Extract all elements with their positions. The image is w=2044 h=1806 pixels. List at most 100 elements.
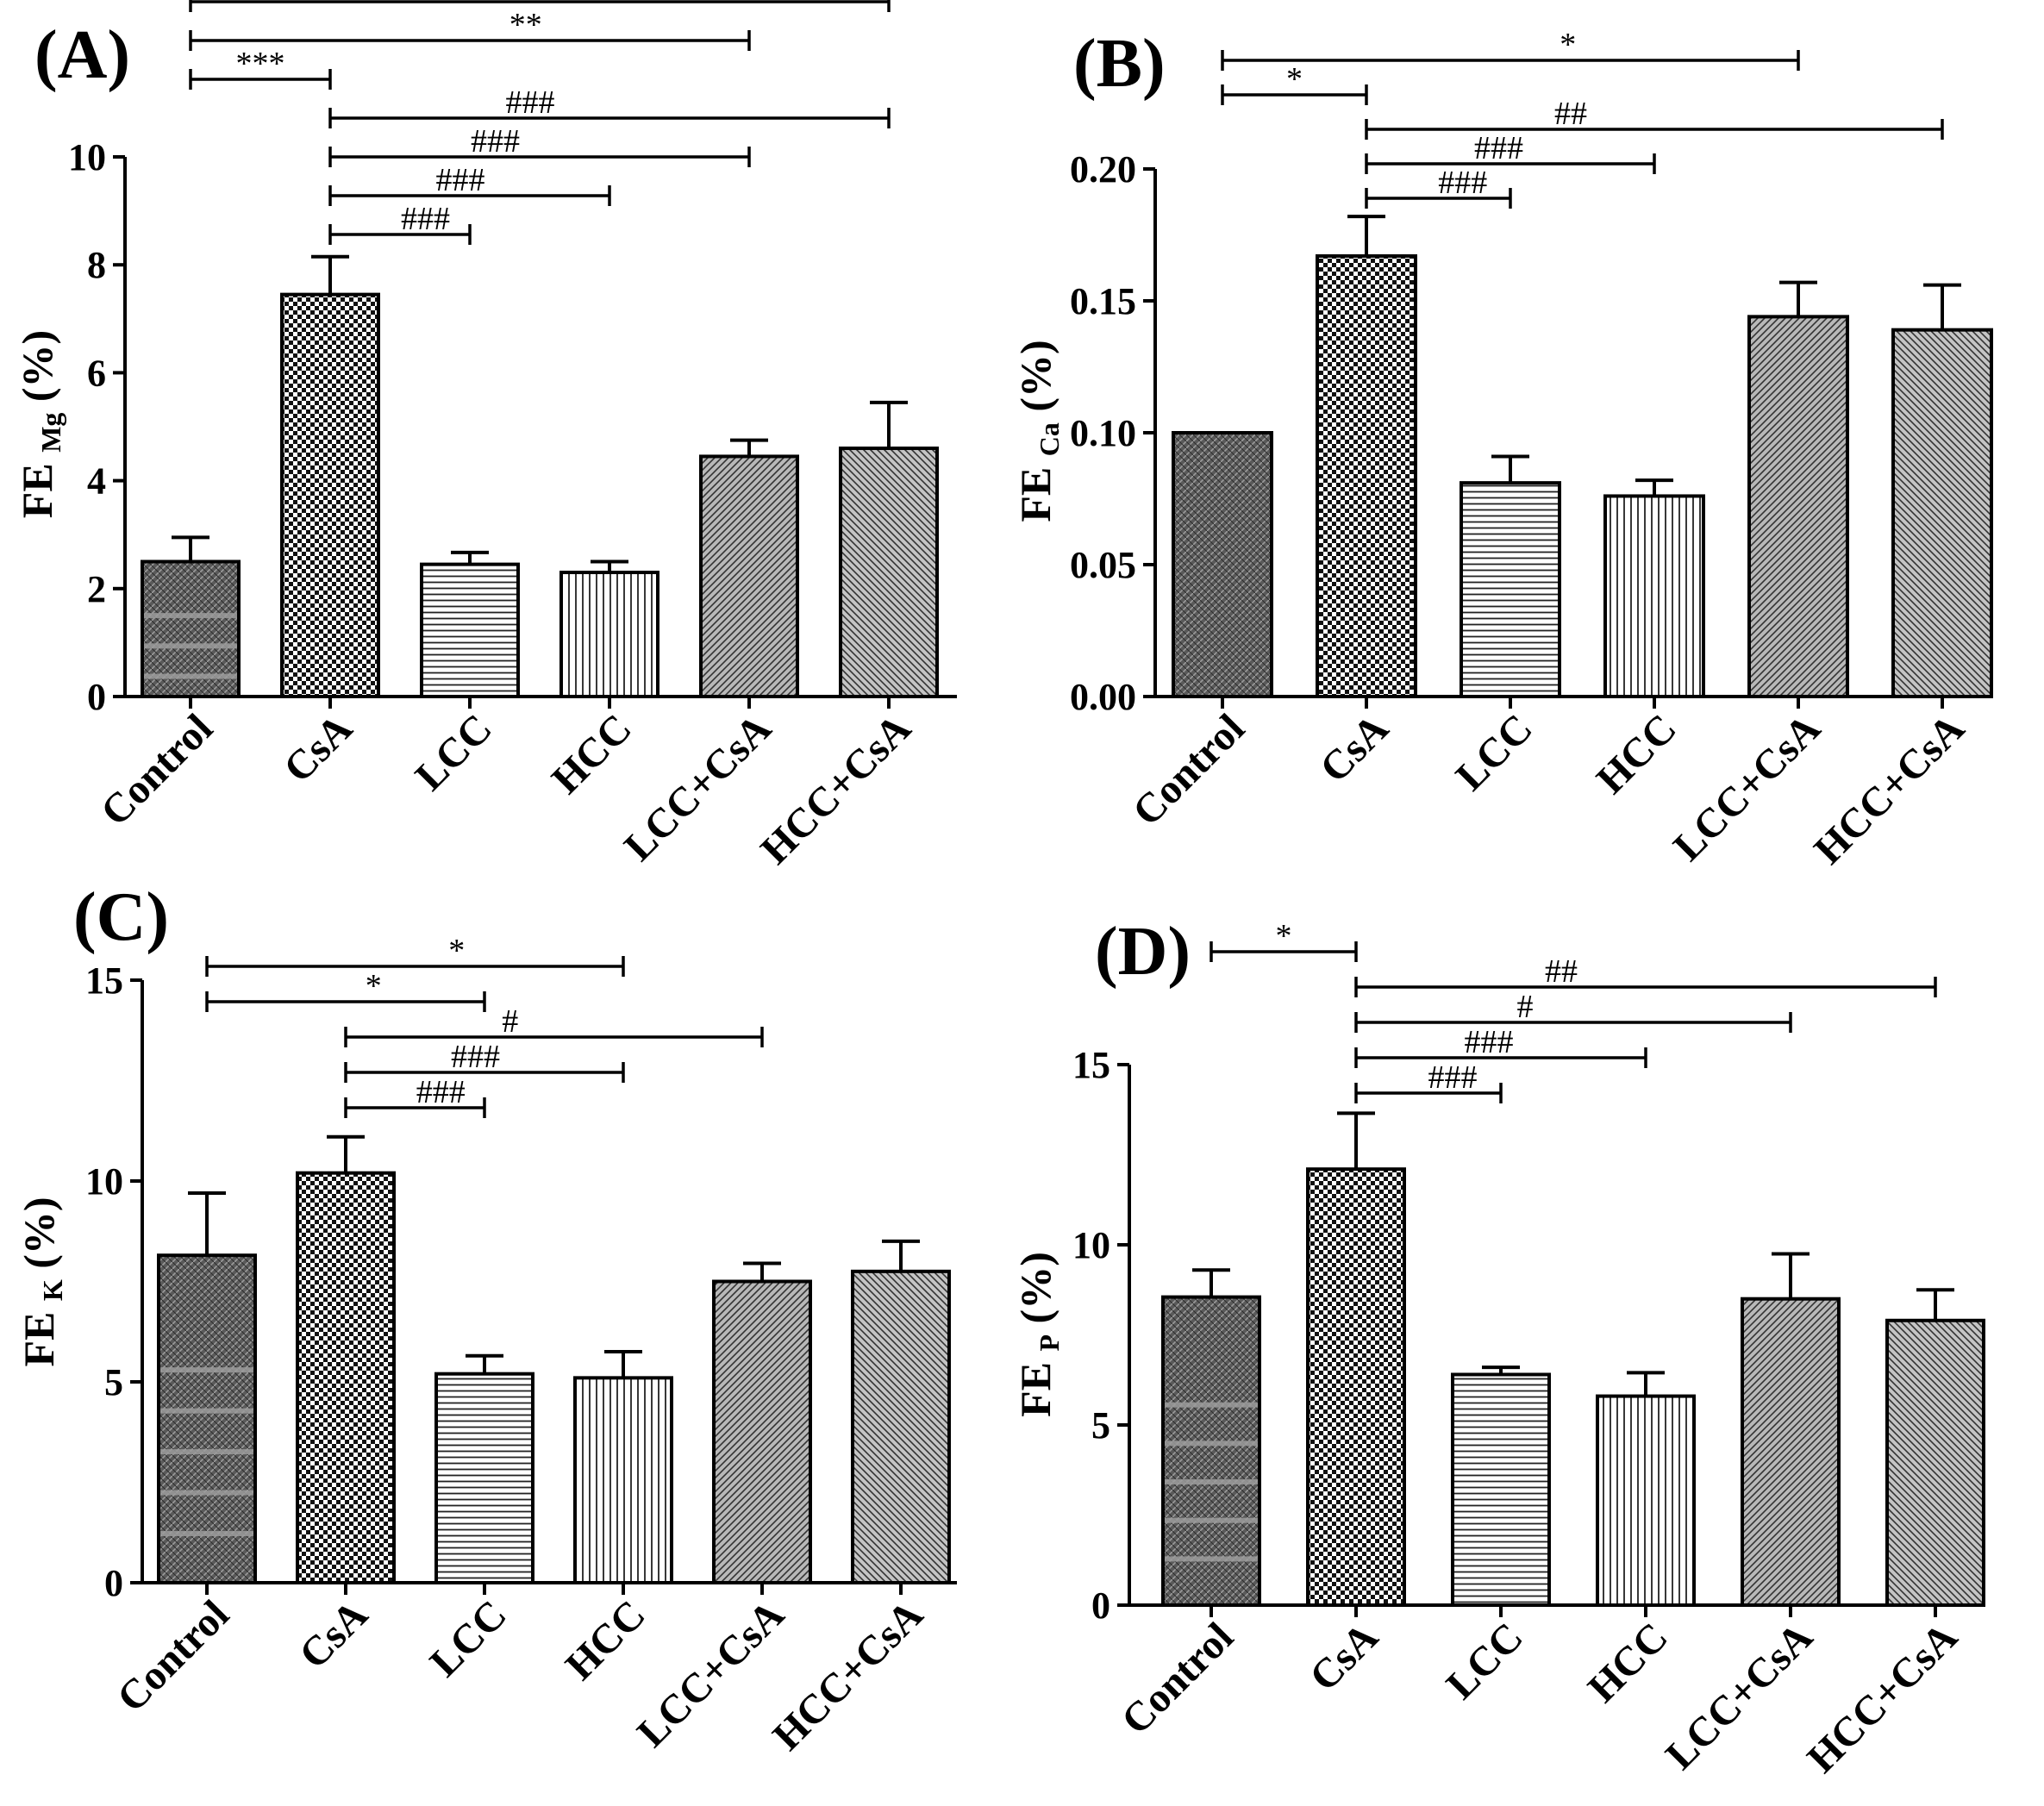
bar-hcc	[559, 571, 659, 699]
bar-control	[1172, 431, 1273, 698]
category-label: CsA	[275, 705, 361, 791]
bar-stripe	[160, 1531, 253, 1537]
bar-hcc-plus-csa	[1891, 328, 1993, 698]
category-label: Control	[92, 705, 222, 834]
y-tick-label: 0	[87, 676, 106, 718]
bar-stripe	[1165, 1556, 1258, 1562]
panel-label: (C)	[73, 879, 169, 955]
category-label: LCC	[1438, 1614, 1532, 1708]
y-tick-label: 0.05	[1070, 544, 1136, 586]
panel-c: (C)FE K (%)Control CsA LCC HCCLCC+CsAHCC+Cs…	[15, 879, 957, 1759]
bar-hcc-plus-csa	[851, 1269, 951, 1584]
significance-label: **	[509, 7, 542, 43]
bar-lcc-plus-csa	[699, 454, 799, 698]
category-label: LCC	[407, 705, 501, 799]
category-label: HCC+CsA	[1805, 705, 1973, 873]
category-label: Control	[109, 1591, 238, 1721]
category-label: HCC+CsA	[1798, 1614, 1966, 1782]
significance-label: ###	[506, 84, 555, 121]
significance-label: ##	[1554, 96, 1587, 132]
bar-lcc-plus-csa	[1747, 315, 1849, 698]
significance-label: #	[502, 1003, 518, 1040]
bar-stripe	[144, 673, 237, 679]
y-axis-label: FE P (%)	[1011, 1252, 1065, 1417]
category-label: LCC+CsA	[1657, 1614, 1822, 1778]
significance-label: ###	[401, 201, 450, 237]
bar-lcc	[420, 562, 520, 698]
bar-lcc-plus-csa	[712, 1279, 812, 1584]
category-label: Control	[1113, 1614, 1242, 1743]
category-label: HCC+CsA	[764, 1591, 932, 1759]
y-tick-label: 5	[1091, 1404, 1110, 1447]
panel-label: (A)	[34, 17, 130, 93]
significance-label: ###	[471, 123, 520, 159]
significance-label: ###	[416, 1074, 466, 1110]
y-axis-label: FE Ca (%)	[1011, 340, 1065, 522]
y-tick-label: 6	[87, 352, 106, 394]
bar-csa	[296, 1171, 396, 1585]
panel-d: (D) FE P (%) Control CsA LCC HCCLCC+CsAHCC+Cs…	[1011, 914, 1985, 1782]
significance-label: ###	[1465, 1024, 1514, 1060]
category-label: LCC	[1447, 705, 1541, 799]
bar-control	[157, 1253, 257, 1584]
significance-label: *	[1560, 27, 1576, 63]
bar-stripe	[160, 1408, 253, 1414]
category-label: CsA	[1301, 1614, 1387, 1700]
significance-label: ##	[1545, 953, 1578, 990]
category-label: CsA	[291, 1591, 377, 1678]
category-label: Control	[1124, 705, 1253, 834]
category-label: HCC+CsA	[752, 705, 920, 873]
bar-stripe	[144, 643, 237, 649]
significance-label: ***	[236, 46, 285, 82]
panel-a: (A)FE Mg (%)Control CsA LCC HCCLCC+CsAHCC+C…	[13, 0, 957, 873]
bar-hcc-plus-csa	[839, 447, 939, 698]
bar-stripe	[1165, 1440, 1258, 1447]
bar-lcc	[434, 1372, 534, 1585]
category-label: LCC	[422, 1591, 516, 1685]
bar-stripe	[144, 613, 237, 619]
significance-label: #	[1517, 989, 1534, 1025]
category-label: HCC	[557, 1591, 654, 1689]
y-tick-label: 0.15	[1070, 280, 1136, 322]
significance-label: ###	[1474, 130, 1523, 166]
y-tick-label: 0	[1091, 1584, 1110, 1627]
y-tick-label: 10	[1072, 1224, 1110, 1266]
significance-label: ###	[1428, 1059, 1478, 1096]
y-tick-label: 2	[87, 568, 106, 610]
y-tick-label: 0.20	[1070, 148, 1136, 191]
significance-label: ###	[451, 1039, 500, 1075]
category-label: LCC+CsA	[1665, 705, 1829, 870]
category-label: HCC	[1579, 1614, 1677, 1711]
bar-hcc	[1603, 494, 1705, 698]
panel-b: (B) FE Ca (%) Control CsA LCC HCCLCC+CsAHCC+C…	[1011, 26, 1993, 873]
y-tick-label: 15	[1072, 1044, 1110, 1086]
y-axis-label: FE K (%)	[15, 1197, 68, 1366]
panel-label: (B)	[1073, 26, 1166, 102]
bar-stripe	[160, 1490, 253, 1496]
bar-csa	[280, 292, 380, 698]
bar-stripe	[160, 1449, 253, 1455]
bar-csa	[1316, 253, 1417, 698]
category-label: HCC	[1588, 705, 1685, 803]
bar-hcc	[573, 1376, 673, 1584]
bar-lcc	[1460, 481, 1561, 699]
y-tick-label: 15	[85, 959, 123, 1002]
bar-stripe	[1165, 1517, 1258, 1523]
significance-label: ###	[436, 162, 485, 198]
y-tick-label: 8	[87, 244, 106, 286]
y-tick-label: 0.10	[1070, 412, 1136, 454]
bar-stripe	[160, 1367, 253, 1373]
bar-lcc	[1451, 1372, 1551, 1607]
category-label: HCC	[543, 705, 641, 803]
y-axis-label: FE Mg (%)	[13, 330, 66, 518]
bar-stripe	[1165, 1402, 1258, 1408]
y-tick-label: 10	[68, 136, 106, 178]
significance-label: *	[366, 968, 382, 1004]
significance-label: ###	[1438, 165, 1487, 201]
bar-hcc-plus-csa	[1885, 1318, 1985, 1608]
significance-label: *	[1276, 918, 1292, 954]
y-tick-label: 0.00	[1070, 676, 1136, 718]
significance-label: *	[1286, 61, 1303, 97]
bar-lcc-plus-csa	[1741, 1297, 1841, 1607]
